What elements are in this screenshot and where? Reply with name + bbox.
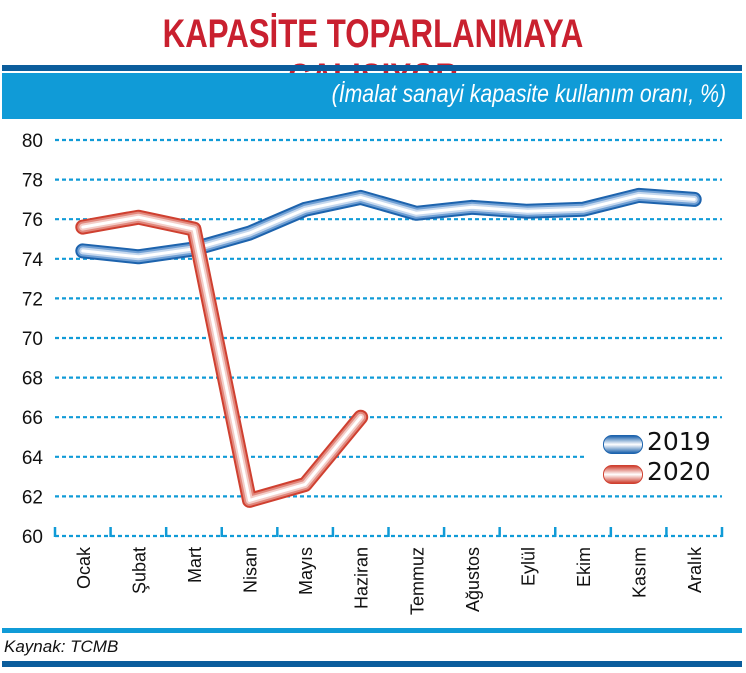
y-tick-label: 70 — [22, 329, 43, 350]
y-tick-label: 80 — [22, 131, 43, 152]
x-tick-label: Ağustos — [463, 547, 483, 612]
y-tick-label: 68 — [22, 369, 43, 390]
legend-label-2019: 2019 — [647, 427, 711, 456]
y-tick-label: 72 — [22, 289, 43, 310]
x-tick-label: Ekim — [574, 547, 594, 587]
y-tick-label: 60 — [22, 527, 43, 548]
y-tick-label: 62 — [22, 487, 43, 508]
x-tick-label: Haziran — [352, 547, 372, 609]
grid-lines — [55, 138, 722, 498]
x-tick-label: Mayıs — [296, 547, 316, 595]
footer-rule-bottom — [2, 661, 742, 667]
y-tick-label: 64 — [22, 448, 44, 469]
y-axis-labels: 60 62 64 66 68 70 72 74 76 78 80 — [22, 131, 44, 548]
footer-rule-top — [2, 628, 742, 633]
x-tick-label: Eylül — [518, 547, 538, 586]
y-tick-label: 76 — [22, 210, 43, 231]
subtitle-band: (İmalat sanayi kapasite kullanım oranı, … — [2, 73, 742, 119]
x-axis: Ocak Şubat Mart Nisan Mayıs Haziran Temmuz Ağus… — [53, 527, 724, 615]
x-tick-label: Kasım — [630, 547, 650, 598]
series-2020-line — [75, 209, 369, 508]
x-tick-label: Aralık — [685, 546, 705, 593]
legend-label-2020: 2020 — [647, 457, 711, 486]
chart-subtitle: (İmalat sanayi kapasite kullanım oranı, … — [331, 80, 726, 108]
legend-swatch-2020 — [603, 465, 643, 484]
x-tick-label: Temmuz — [407, 547, 427, 615]
series-lines — [75, 187, 702, 508]
series-2019-line — [75, 187, 702, 265]
y-tick-label: 78 — [22, 171, 43, 192]
x-tick-label: Mart — [185, 547, 205, 583]
source-note: Kaynak: TCMB — [4, 637, 119, 656]
legend-swatch-2019 — [603, 435, 643, 454]
title-rule-top — [2, 65, 742, 71]
y-tick-label: 74 — [22, 250, 44, 271]
x-tick-label: Şubat — [129, 547, 149, 594]
x-tick-label: Ocak — [74, 546, 94, 589]
x-tick-label: Nisan — [241, 547, 261, 593]
y-tick-label: 66 — [22, 408, 43, 429]
